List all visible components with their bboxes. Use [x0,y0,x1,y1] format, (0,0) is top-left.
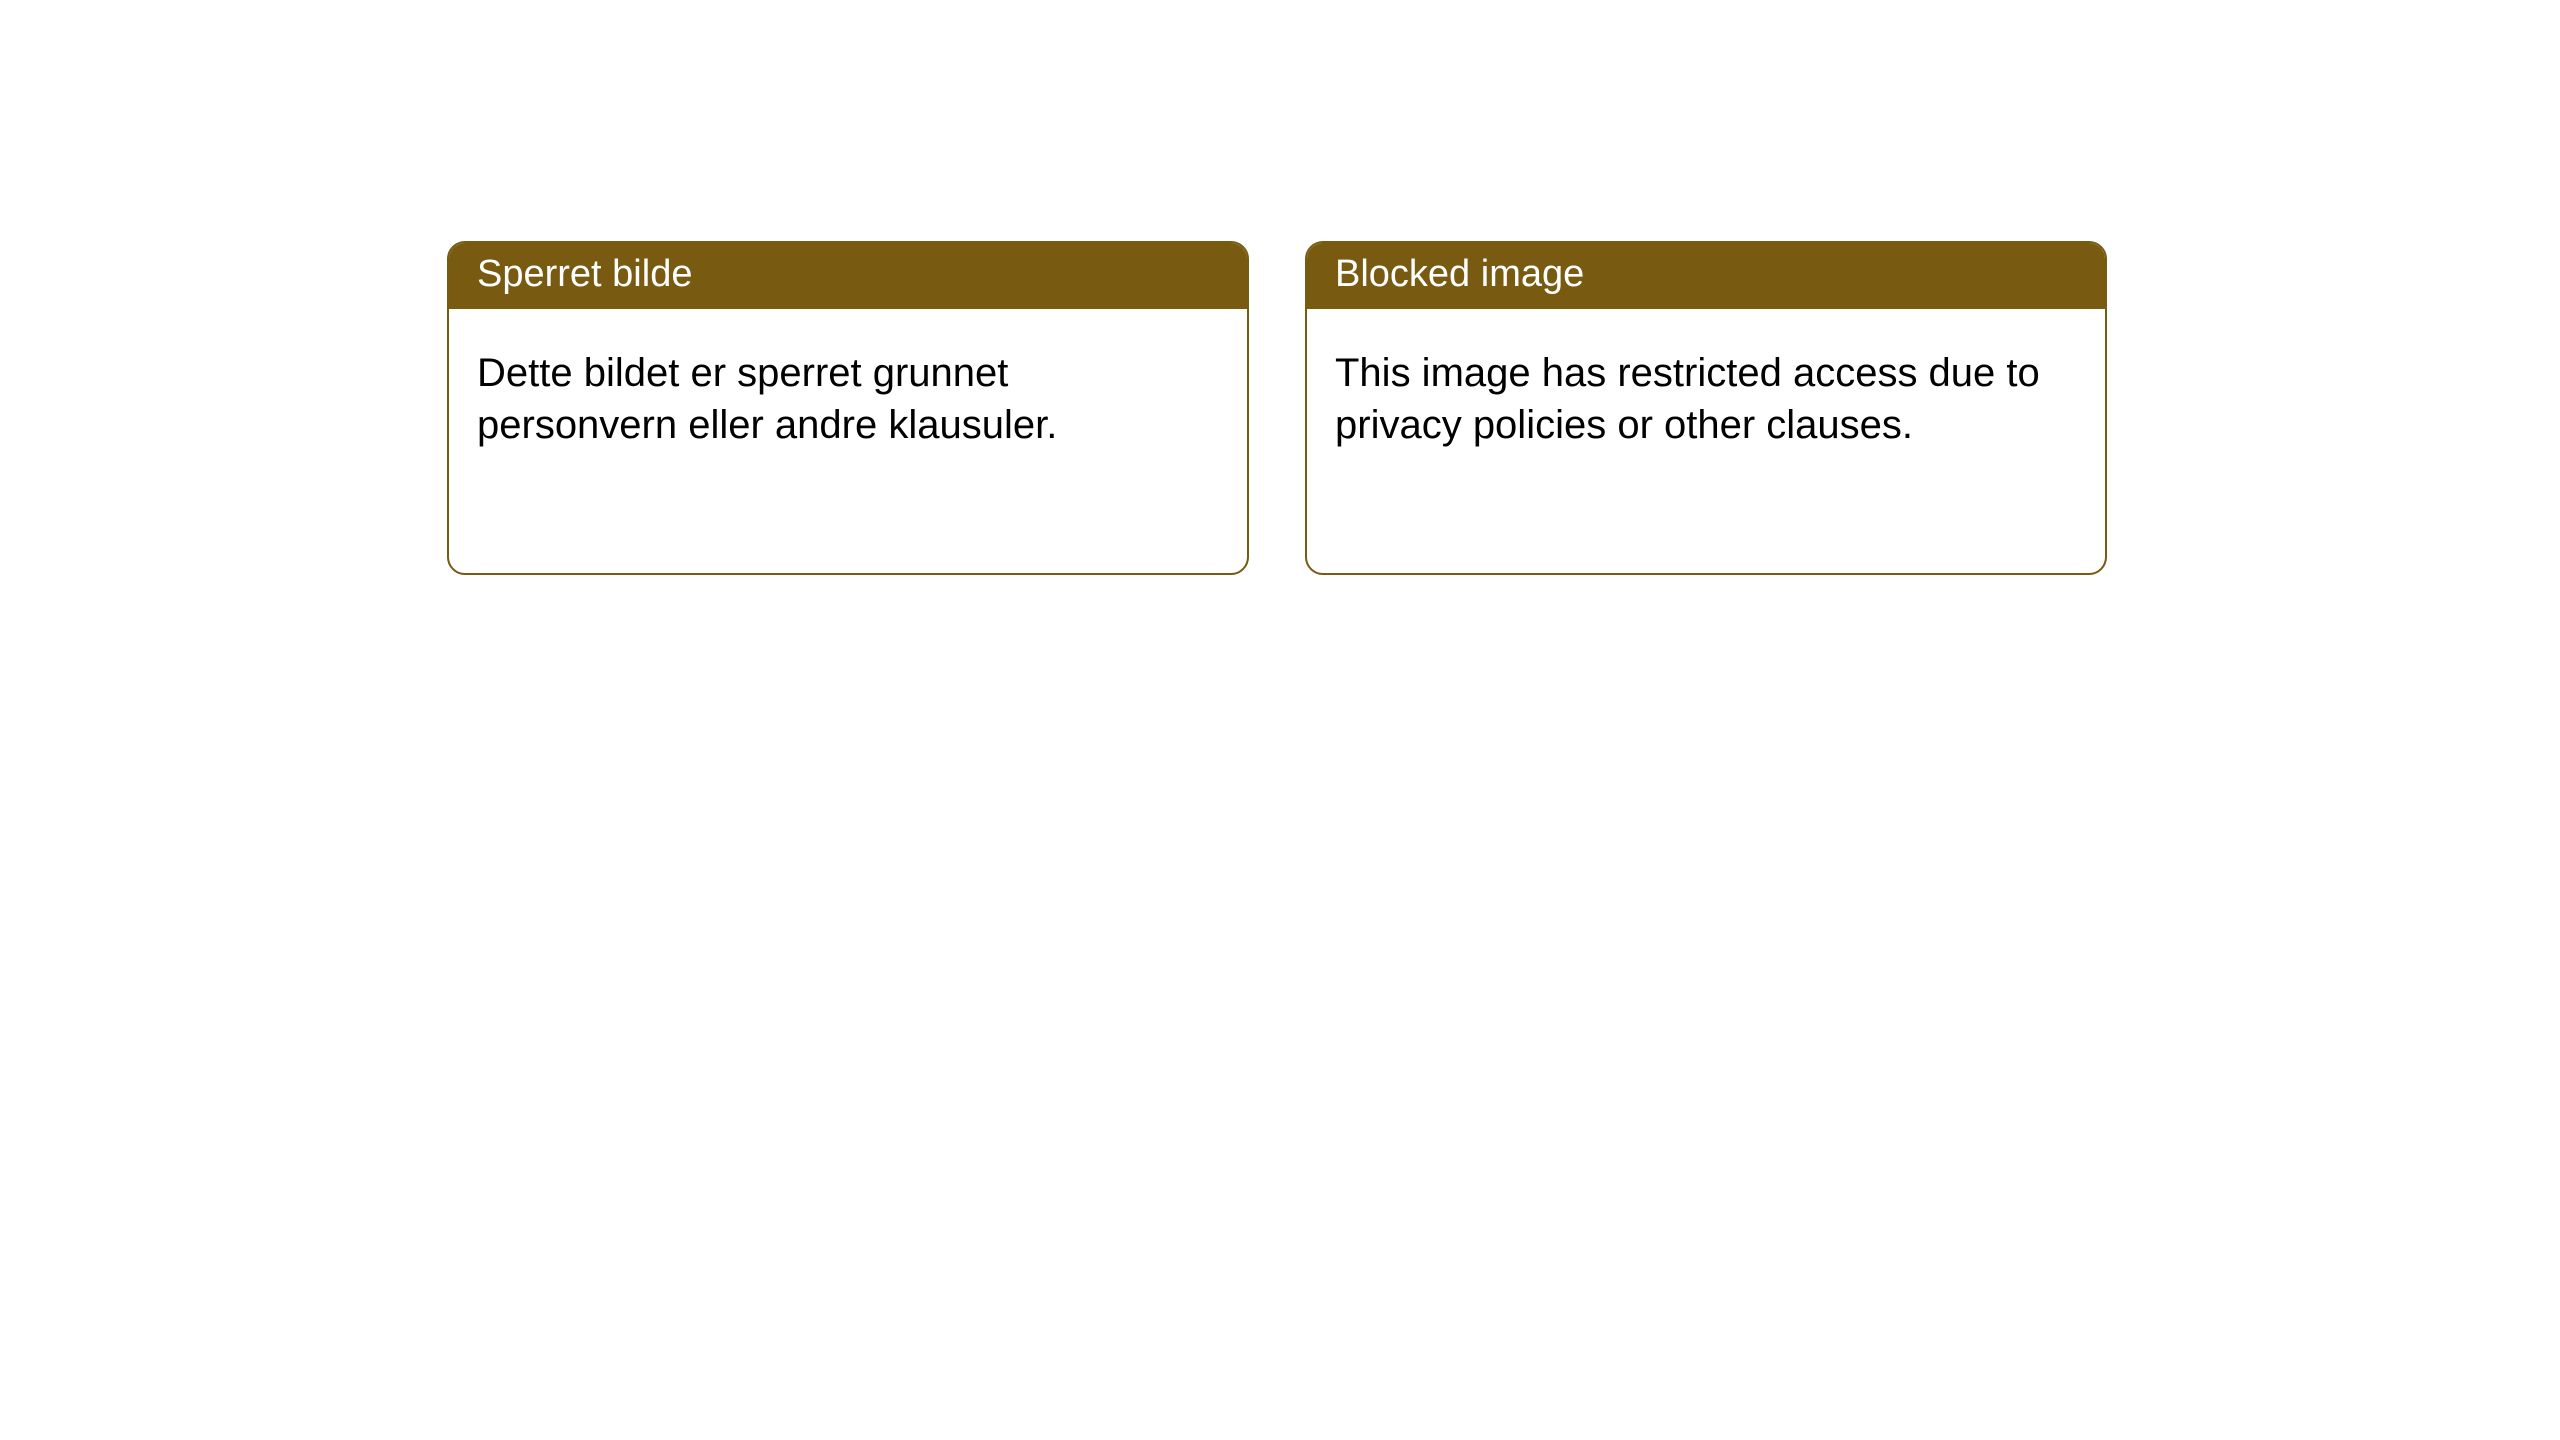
blocked-image-card-en: Blocked image This image has restricted … [1305,241,2107,575]
card-header-no: Sperret bilde [449,243,1247,309]
card-header-en: Blocked image [1307,243,2105,309]
card-body-no: Dette bildet er sperret grunnet personve… [449,309,1247,479]
notice-container: Sperret bilde Dette bildet er sperret gr… [0,0,2560,575]
card-title-no: Sperret bilde [477,253,692,295]
card-message-no: Dette bildet er sperret grunnet personve… [477,351,1057,447]
card-body-en: This image has restricted access due to … [1307,309,2105,479]
blocked-image-card-no: Sperret bilde Dette bildet er sperret gr… [447,241,1249,575]
card-title-en: Blocked image [1335,253,1584,295]
card-message-en: This image has restricted access due to … [1335,351,2040,447]
